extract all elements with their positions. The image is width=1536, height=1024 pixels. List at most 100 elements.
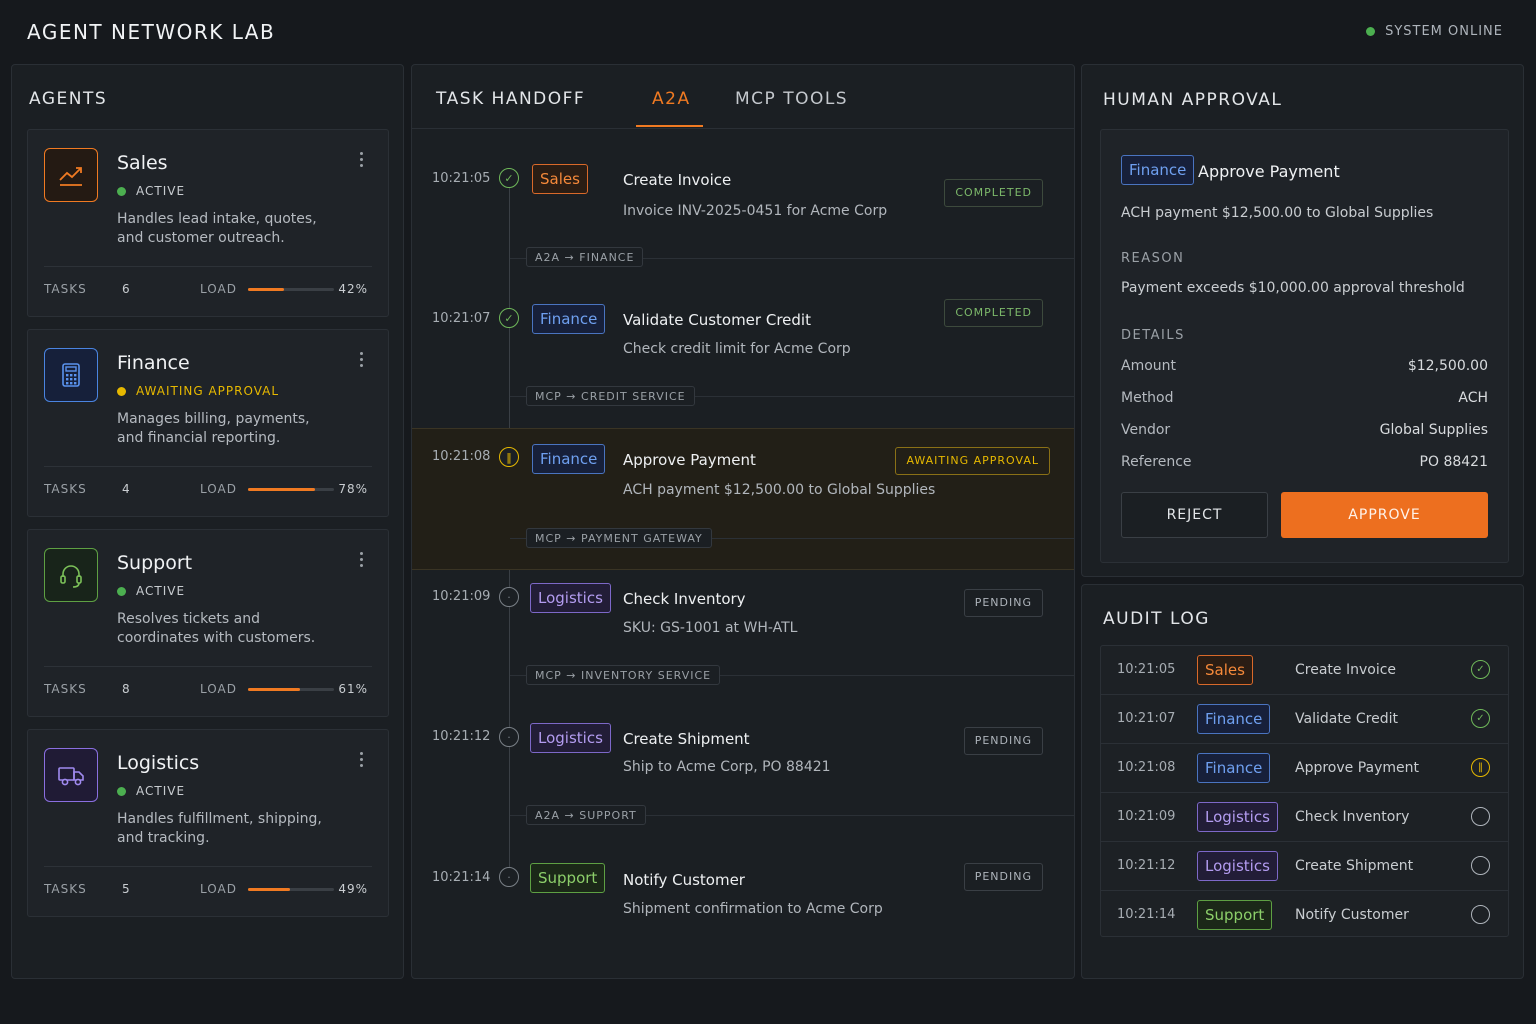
tab-mcp-tools[interactable]: MCP TOOLS bbox=[735, 89, 849, 109]
timeline-step[interactable]: 10:21:12 · Logistics Create Shipment Shi… bbox=[412, 715, 1074, 835]
divider bbox=[44, 466, 372, 467]
audit-row[interactable]: 10:21:12 Logistics Create Shipment bbox=[1101, 842, 1508, 891]
audit-time: 10:21:07 bbox=[1117, 711, 1176, 726]
pending-circle-icon bbox=[1471, 856, 1490, 875]
system-status-label: SYSTEM ONLINE bbox=[1385, 24, 1503, 39]
timeline-step[interactable]: 10:21:05 ✓ Sales Create Invoice Invoice … bbox=[412, 155, 1074, 275]
timeline-step[interactable]: 10:21:09 · Logistics Check Inventory SKU… bbox=[412, 575, 1074, 695]
more-options-icon[interactable] bbox=[354, 352, 368, 372]
agent-card-logistics[interactable]: Logistics ACTIVE Handles fulfillment, sh… bbox=[27, 729, 389, 917]
audit-time: 10:21:09 bbox=[1117, 809, 1176, 824]
agent-status: ACTIVE bbox=[117, 784, 185, 798]
agent-name: Sales bbox=[117, 152, 168, 174]
step-subtitle: Invoice INV-2025-0451 for Acme Corp bbox=[623, 203, 888, 219]
more-options-icon[interactable] bbox=[354, 552, 368, 572]
load-bar bbox=[248, 688, 334, 691]
timeline-step[interactable]: 10:21:07 ✓ Finance Validate Customer Cre… bbox=[412, 295, 1074, 415]
step-title: Check Inventory bbox=[623, 590, 746, 608]
human-approval-title: HUMAN APPROVAL bbox=[1103, 90, 1283, 110]
agent-tag: Finance bbox=[1197, 704, 1271, 734]
timeline-step[interactable]: 10:21:14 · Support Notify Customer Shipm… bbox=[412, 855, 1074, 935]
headset-icon bbox=[44, 548, 98, 602]
agent-status-label: ACTIVE bbox=[136, 184, 186, 198]
audit-action: Check Inventory bbox=[1295, 809, 1410, 825]
step-subtitle: Shipment confirmation to Acme Corp bbox=[623, 901, 883, 917]
audit-row[interactable]: 10:21:05 Sales Create Invoice ✓ bbox=[1101, 646, 1508, 695]
divider bbox=[44, 666, 372, 667]
agents-panel: AGENTS Sales ACTIVE Handles lead intake,… bbox=[11, 64, 404, 979]
step-time: 10:21:05 bbox=[432, 171, 491, 186]
agent-tag: Support bbox=[530, 863, 606, 893]
step-title: Create Invoice bbox=[623, 171, 732, 189]
pending-circle-icon bbox=[1471, 905, 1490, 924]
agent-status-label: ACTIVE bbox=[136, 584, 186, 598]
agent-status-label: AWAITING APPROVAL bbox=[136, 384, 280, 398]
route-label: A2A → SUPPORT bbox=[526, 805, 646, 825]
check-circle-icon: ✓ bbox=[499, 308, 519, 328]
route-label: MCP → INVENTORY SERVICE bbox=[526, 665, 721, 685]
trending-chart-icon bbox=[44, 148, 98, 202]
agent-tag: Logistics bbox=[1197, 802, 1278, 832]
calculator-icon bbox=[44, 348, 98, 402]
step-subtitle: Check credit limit for Acme Corp bbox=[623, 341, 851, 357]
load-label: LOAD bbox=[200, 882, 237, 896]
status-badge: PENDING bbox=[963, 589, 1043, 617]
reject-button[interactable]: REJECT bbox=[1121, 492, 1268, 538]
tasks-label: TASKS bbox=[44, 482, 87, 496]
step-time: 10:21:08 bbox=[432, 449, 491, 464]
agent-tag: Finance bbox=[1197, 753, 1271, 783]
agent-stats: TASKS 4 LOAD 78% bbox=[44, 482, 368, 498]
detail-value: PO 88421 bbox=[1419, 454, 1488, 470]
audit-action: Create Invoice bbox=[1295, 662, 1397, 678]
step-subtitle: Ship to Acme Corp, PO 88421 bbox=[623, 759, 831, 775]
top-bar: AGENT NETWORK LAB SYSTEM ONLINE bbox=[0, 0, 1536, 62]
divider bbox=[44, 866, 372, 867]
tasks-count: 5 bbox=[122, 882, 131, 896]
agent-tag: Finance bbox=[532, 444, 606, 474]
pending-circle-icon: · bbox=[499, 727, 519, 747]
check-circle-icon: ✓ bbox=[499, 168, 519, 188]
audit-row[interactable]: 10:21:07 Finance Validate Credit ✓ bbox=[1101, 695, 1508, 744]
agent-tag: Logistics bbox=[530, 583, 611, 613]
detail-value: $12,500.00 bbox=[1407, 358, 1488, 374]
agent-status: ACTIVE bbox=[117, 584, 185, 598]
audit-row[interactable]: 10:21:14 Support Notify Customer bbox=[1101, 891, 1508, 940]
step-time: 10:21:07 bbox=[432, 311, 491, 326]
audit-action: Validate Credit bbox=[1295, 711, 1398, 727]
agent-tag: Support bbox=[1197, 900, 1273, 930]
tasks-label: TASKS bbox=[44, 682, 87, 696]
divider bbox=[510, 258, 1074, 259]
load-bar bbox=[248, 488, 334, 491]
route-label: MCP → CREDIT SERVICE bbox=[526, 386, 695, 406]
agent-card-support[interactable]: Support ACTIVE Resolves tickets and coor… bbox=[27, 529, 389, 717]
approve-button[interactable]: APPROVE bbox=[1281, 492, 1488, 538]
reason-label: REASON bbox=[1121, 251, 1185, 266]
agent-stats: TASKS 8 LOAD 61% bbox=[44, 682, 368, 698]
audit-row[interactable]: 10:21:09 Logistics Check Inventory bbox=[1101, 793, 1508, 842]
status-badge: PENDING bbox=[963, 727, 1043, 755]
agent-card-finance[interactable]: Finance AWAITING APPROVAL Manages billin… bbox=[27, 329, 389, 517]
more-options-icon[interactable] bbox=[354, 752, 368, 772]
tasks-label: TASKS bbox=[44, 282, 87, 296]
status-dot-icon bbox=[117, 186, 126, 196]
agent-tag: Sales bbox=[1197, 655, 1253, 685]
approval-card: Finance Approve Payment ACH payment $12,… bbox=[1100, 129, 1509, 563]
tasks-label: TASKS bbox=[44, 882, 87, 896]
active-tab-indicator bbox=[636, 125, 703, 127]
approval-summary: ACH payment $12,500.00 to Global Supplie… bbox=[1121, 205, 1434, 221]
timeline-step-awaiting[interactable]: 10:21:08 ‖ Finance Approve Payment ACH p… bbox=[412, 428, 1074, 570]
step-time: 10:21:14 bbox=[432, 870, 491, 885]
pending-circle-icon bbox=[1471, 807, 1490, 826]
step-time: 10:21:12 bbox=[432, 729, 491, 744]
agent-tag: Finance bbox=[1121, 155, 1195, 185]
agent-description: Handles lead intake, quotes, and custome… bbox=[117, 211, 317, 246]
more-options-icon[interactable] bbox=[354, 152, 368, 172]
load-value: 49% bbox=[338, 882, 368, 896]
tab-a2a[interactable]: A2A bbox=[652, 89, 691, 109]
check-circle-icon: ✓ bbox=[1471, 709, 1490, 728]
system-status: SYSTEM ONLINE bbox=[1366, 24, 1503, 39]
pending-circle-icon: · bbox=[499, 867, 519, 887]
tasks-count: 4 bbox=[122, 482, 131, 496]
agent-card-sales[interactable]: Sales ACTIVE Handles lead intake, quotes… bbox=[27, 129, 389, 317]
audit-row[interactable]: 10:21:08 Finance Approve Payment ‖ bbox=[1101, 744, 1508, 793]
